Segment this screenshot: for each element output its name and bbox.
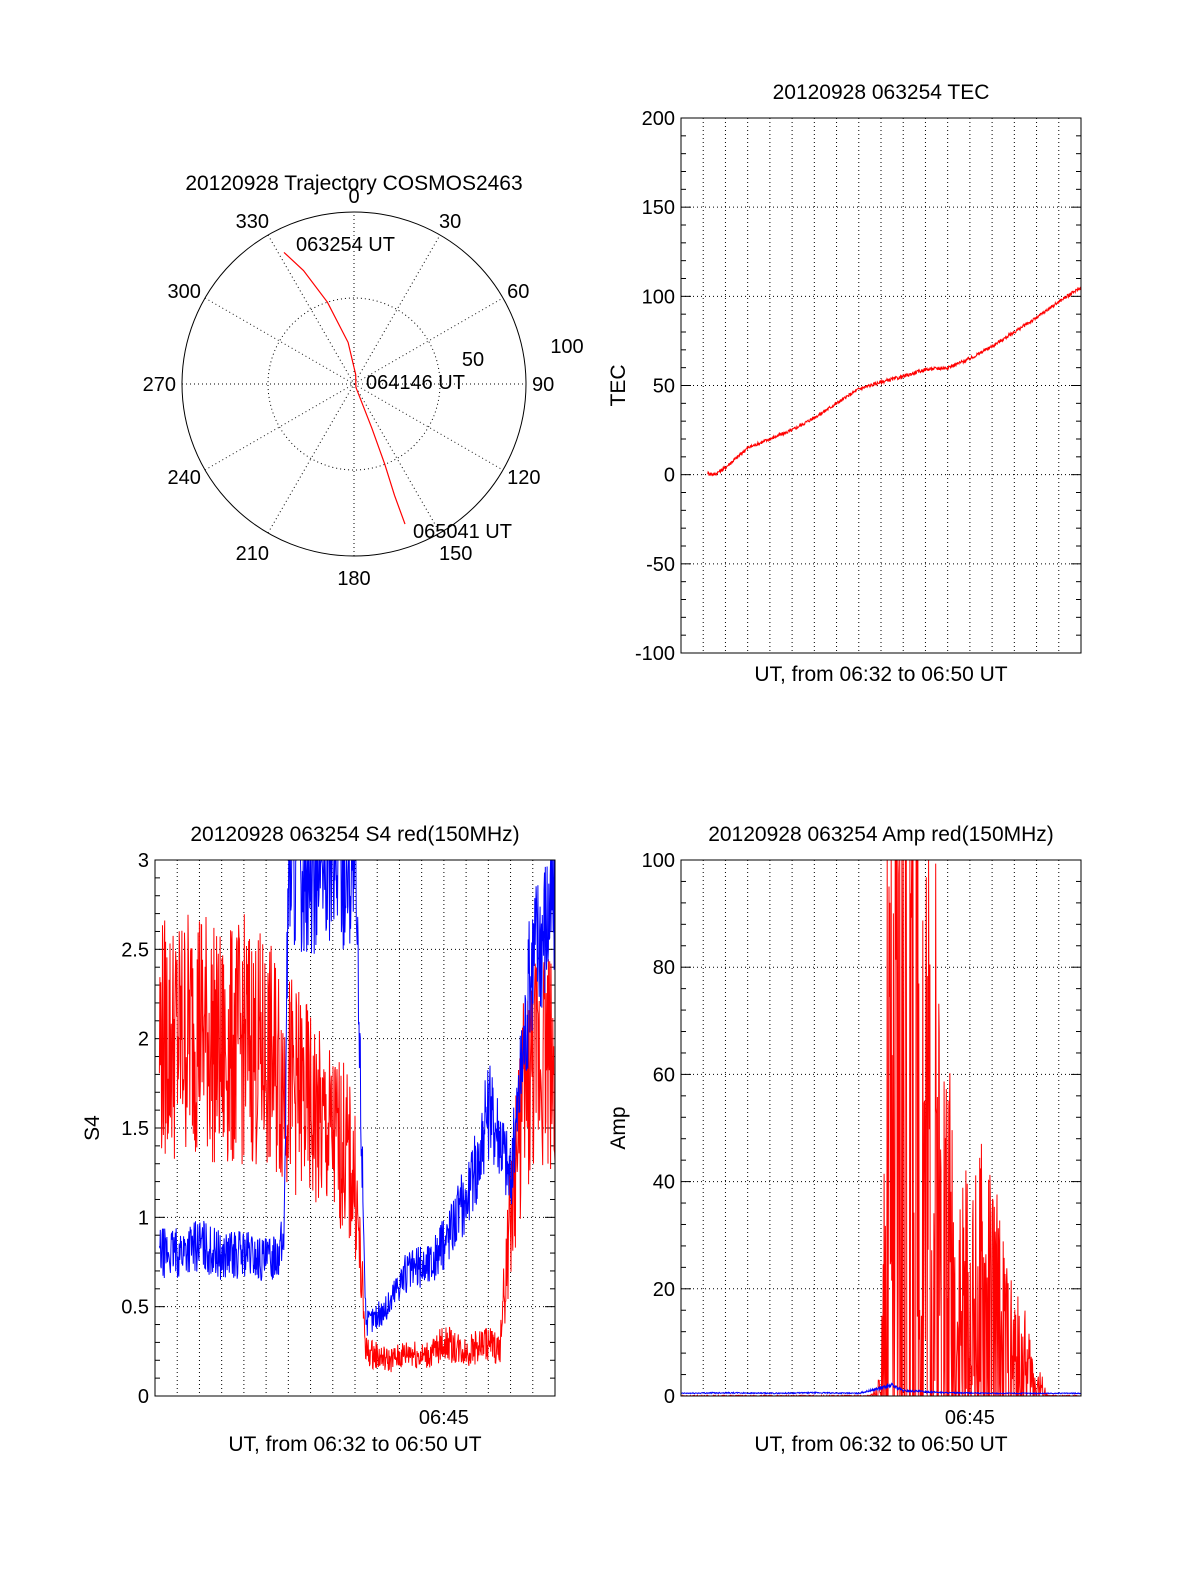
y-tick-label: 1 — [138, 1207, 149, 1229]
polar-angle-label-240: 240 — [168, 467, 201, 489]
y-tick-label: 20 — [653, 1279, 675, 1301]
y-tick-label: 2 — [138, 1029, 149, 1051]
polar-angle-label-270: 270 — [143, 374, 176, 396]
polar-angle-label-180: 180 — [337, 568, 370, 590]
polar-radius-label-50: 50 — [462, 349, 484, 371]
trajectory-title: 20120928 Trajectory COSMOS2463 — [185, 172, 522, 195]
trajectory-polar-chart: 20120928 Trajectory COSMOS2463 0 30 60 90 12… — [143, 172, 584, 590]
plot-frame — [154, 859, 556, 1397]
y-axis-label: Amp — [607, 1106, 630, 1149]
polar-angle-label-210: 210 — [236, 543, 269, 565]
panel-title-3: 20120928 063254 Amp red(150MHz) — [708, 823, 1054, 846]
polar-angle-labels: 0 30 60 90 120 150 180 210 240 270 300 330 — [143, 186, 555, 590]
x-axis-label: UT, from 06:32 to 06:50 UT — [754, 1433, 1007, 1456]
y-axis-label: TEC — [607, 365, 630, 407]
y-tick-label: 100 — [642, 850, 675, 872]
y-tick-label: -50 — [646, 554, 675, 576]
y-axis-label: S4 — [81, 1115, 104, 1141]
y-tick-label: 0 — [138, 1386, 149, 1408]
polar-angle-label-60: 60 — [507, 281, 529, 303]
x-axis-label: UT, from 06:32 to 06:50 UT — [754, 663, 1007, 686]
amp-chart: 20120928 063254 Amp red(150MHz) 0 20 40 60 80… — [607, 823, 1082, 1456]
y-tick-label: 2.5 — [121, 939, 149, 961]
series-line-0 — [707, 286, 1081, 477]
panel-title-2: 20120928 063254 S4 red(150MHz) — [190, 823, 519, 846]
plot-frame — [680, 117, 1082, 654]
y-tick-label: 1.5 — [121, 1118, 149, 1140]
polar-angle-label-330: 330 — [236, 211, 269, 233]
y-tick-label: 0.5 — [121, 1297, 149, 1319]
series-line-0 — [158, 914, 555, 1373]
y-tick-label: 100 — [642, 286, 675, 308]
y-tick-label: 3 — [138, 850, 149, 872]
y-tick-label: 40 — [653, 1172, 675, 1194]
x-tick-label: 06:45 — [945, 1407, 995, 1429]
s4-chart: 20120928 063254 S4 red(150MHz) 0 0.5 1 1.5 2 2… — [81, 823, 556, 1456]
y-tick-label: 50 — [653, 376, 675, 398]
polar-angle-label-150: 150 — [439, 543, 472, 565]
trajectory-line — [283, 251, 406, 525]
tec-chart: 20120928 063254 TEC -100 -50 0 50 100 150 200 UT… — [607, 81, 1082, 686]
polar-angle-label-30: 30 — [439, 211, 461, 233]
polar-angle-label-0: 0 — [348, 186, 359, 208]
y-tick-label: 150 — [642, 197, 675, 219]
x-tick-label: 06:45 — [419, 1407, 469, 1429]
polar-angle-label-90: 90 — [532, 374, 554, 396]
trajectory-mid-label: 064146 UT — [366, 372, 465, 394]
series-line-1 — [681, 1382, 1081, 1395]
y-tick-label: -100 — [635, 643, 675, 665]
series-line-1 — [158, 860, 555, 1336]
y-tick-label: 200 — [642, 108, 675, 130]
panel-title-1: 20120928 063254 TEC — [773, 81, 990, 104]
polar-inner-circle — [267, 297, 441, 471]
plot-frame — [680, 859, 1082, 1397]
polar-spokes — [182, 212, 526, 556]
y-tick-label: 0 — [664, 465, 675, 487]
trajectory-end-label: 065041 UT — [413, 521, 512, 543]
y-tick-label: 60 — [653, 1064, 675, 1086]
polar-spoke-150 — [267, 234, 441, 534]
x-axis-label: UT, from 06:32 to 06:50 UT — [228, 1433, 481, 1456]
trajectory-start-label: 063254 UT — [296, 234, 395, 256]
y-tick-label: 80 — [653, 957, 675, 979]
polar-angle-label-300: 300 — [168, 281, 201, 303]
y-tick-label: 0 — [664, 1386, 675, 1408]
polar-angle-label-120: 120 — [507, 467, 540, 489]
polar-radius-label-100: 100 — [550, 336, 583, 358]
